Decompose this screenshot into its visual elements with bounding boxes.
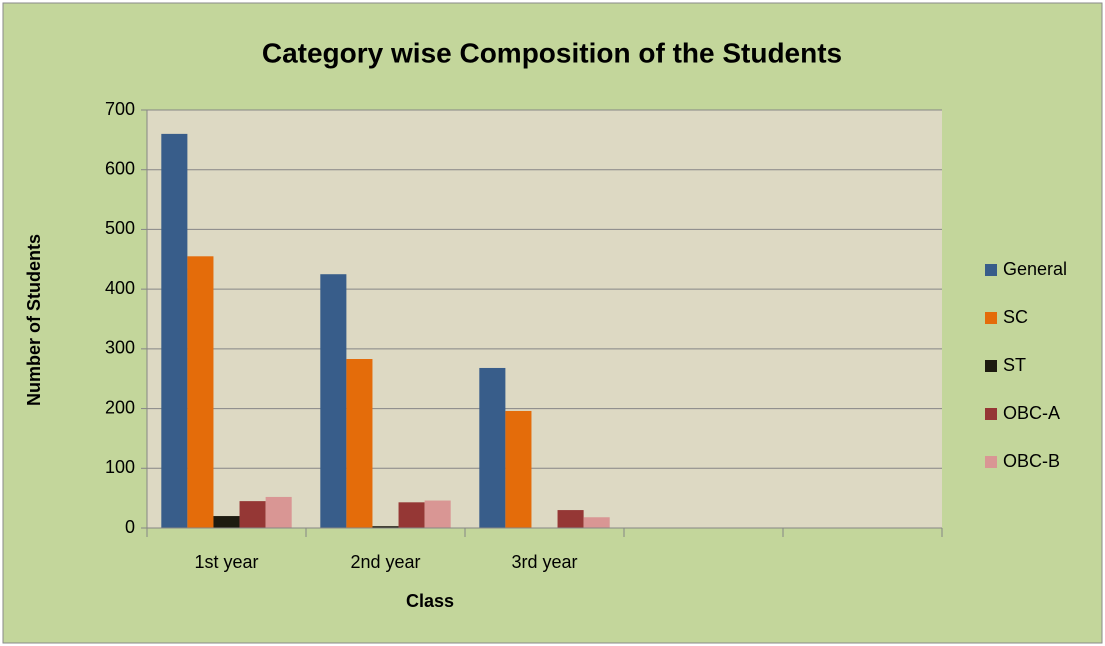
legend-label: OBC-B <box>1003 451 1060 471</box>
x-tick-label: 2nd year <box>350 552 420 572</box>
y-tick-label: 700 <box>105 99 135 119</box>
legend-swatch <box>985 264 997 276</box>
bar <box>213 516 240 528</box>
y-tick-label: 400 <box>105 278 135 298</box>
y-tick-label: 500 <box>105 218 135 238</box>
legend-label: ST <box>1003 355 1026 375</box>
bar <box>320 274 347 528</box>
y-tick-label: 200 <box>105 397 135 417</box>
bar <box>505 410 532 528</box>
y-tick-label: 300 <box>105 338 135 358</box>
legend-label: SC <box>1003 307 1028 327</box>
bar <box>346 359 373 528</box>
x-axis-label: Class <box>406 591 454 611</box>
bar <box>161 133 188 528</box>
legend-swatch <box>985 312 997 324</box>
bar <box>239 501 266 528</box>
y-axis-label: Number of Students <box>24 234 44 406</box>
legend-label: General <box>1003 259 1067 279</box>
legend-swatch <box>985 408 997 420</box>
bar <box>398 502 425 528</box>
bar <box>372 526 399 528</box>
bar <box>557 510 584 528</box>
y-tick-label: 100 <box>105 457 135 477</box>
legend-swatch <box>985 360 997 372</box>
bar <box>187 256 214 528</box>
plot-area <box>147 110 942 528</box>
legend-swatch <box>985 456 997 468</box>
x-tick-label: 3rd year <box>511 552 577 572</box>
chart-title: Category wise Composition of the Student… <box>262 37 842 68</box>
bar <box>265 496 292 528</box>
x-tick-label: 1st year <box>194 552 258 572</box>
bar <box>479 367 506 528</box>
y-tick-label: 0 <box>125 517 135 537</box>
bar <box>583 517 610 528</box>
y-tick-label: 600 <box>105 158 135 178</box>
bar <box>424 500 451 528</box>
legend-label: OBC-A <box>1003 403 1060 423</box>
